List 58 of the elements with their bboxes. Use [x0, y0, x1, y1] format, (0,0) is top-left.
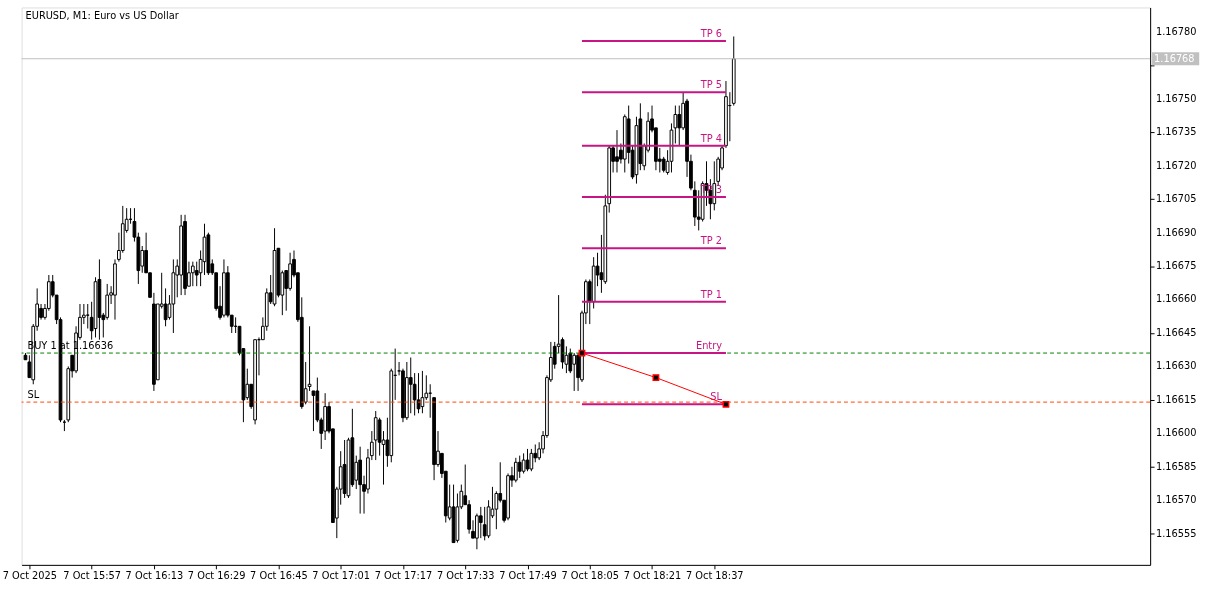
candlestick: [408, 357, 413, 414]
x-tick-label: 7 Oct 16:29: [187, 570, 246, 582]
x-tick-label: 7 Oct 17:17: [374, 570, 433, 582]
ref-line-label: SL: [27, 389, 40, 401]
series-label: TP 1: [699, 288, 723, 300]
x-tick-label: 7 Oct 15:57: [63, 570, 121, 582]
y-tick-label: 1.16720: [1156, 159, 1197, 171]
x-tick-label: 7 Oct 17:49: [499, 570, 557, 582]
point: [652, 374, 660, 382]
candlestick: [190, 261, 195, 287]
series-label: TP 5: [699, 79, 723, 91]
series-label: SL: [710, 391, 723, 403]
candlestick: [525, 448, 530, 472]
series-label: TP 4: [699, 132, 723, 144]
y-tick-label: 1.16675: [1156, 260, 1197, 272]
y-tick-label: 1.16735: [1156, 126, 1197, 138]
y-tick-label: 1.16750: [1156, 92, 1197, 104]
candlestick: [677, 105, 682, 147]
x-tick-label: 7 Oct 17:01: [312, 570, 371, 582]
x-tick-label: 7 Oct 16:45: [250, 570, 308, 582]
candlestick: [529, 448, 534, 472]
series-label: TP 6: [699, 27, 723, 39]
y-tick-label: 1.16555: [1156, 527, 1197, 539]
candlestick: [572, 352, 577, 392]
candlestick: [615, 129, 619, 173]
y-tick-label: 1.16570: [1156, 494, 1197, 506]
y-tick-label: 1.16615: [1156, 393, 1197, 405]
candlestick: [373, 410, 378, 461]
ref-line-label: 1.16768: [1154, 52, 1195, 64]
x-tick-label: 7 Oct 18:05: [561, 570, 620, 582]
candlestick: [560, 336, 565, 370]
series-label: TP 2: [699, 235, 723, 247]
candlestick: [478, 506, 483, 539]
candlestick: [521, 452, 526, 474]
point: [722, 400, 730, 408]
x-tick-label: 7 Oct 2025: [2, 570, 58, 582]
candlestick: [420, 370, 425, 414]
y-tick-label: 1.16630: [1156, 360, 1197, 372]
candlestick: [517, 455, 522, 479]
candlestick: [513, 457, 518, 483]
x-tick-label: 7 Oct 16:13: [125, 570, 184, 582]
y-tick-label: 1.16780: [1156, 25, 1197, 37]
candlestick: [494, 490, 499, 530]
x-tick-label: 7 Oct 17:33: [436, 570, 495, 582]
series-label: TP 3: [699, 184, 723, 196]
y-tick-label: 1.16660: [1156, 293, 1197, 305]
y-tick-label: 1.16645: [1156, 326, 1197, 338]
candlestick: [568, 348, 573, 374]
y-tick-label: 1.16705: [1156, 193, 1197, 205]
y-tick-label: 1.16690: [1156, 226, 1197, 238]
y-tick-label: 1.16585: [1156, 460, 1197, 472]
y-tick-label: 1.16600: [1156, 427, 1197, 439]
x-tick-label: 7 Oct 18:37: [685, 570, 744, 582]
series-label: Entry: [695, 340, 723, 352]
candlestick: [412, 372, 417, 416]
x-tick-label: 7 Oct 18:21: [623, 570, 682, 582]
chart-title: EURUSD, M1: Euro vs US Dollar: [25, 10, 180, 22]
candlestick: [482, 506, 487, 541]
